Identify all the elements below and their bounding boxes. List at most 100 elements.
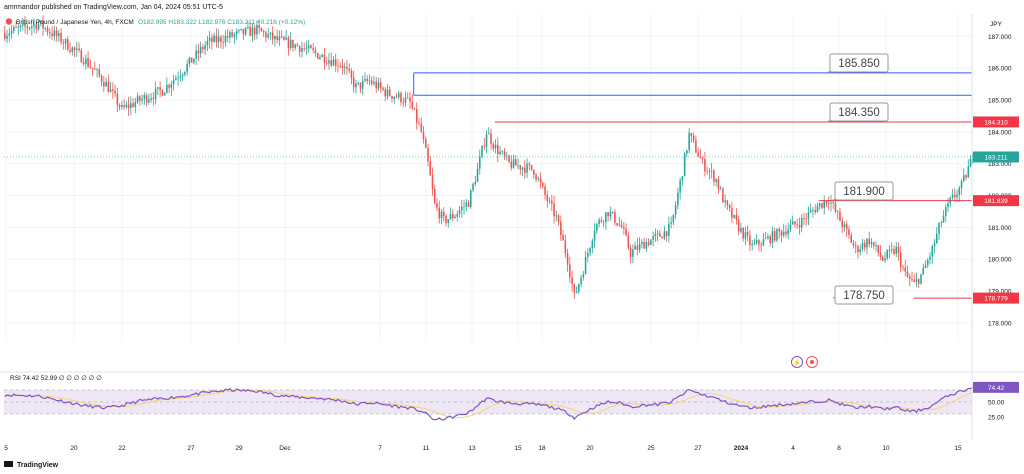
callout-text: 181.900 xyxy=(843,186,885,198)
candle-body xyxy=(672,214,675,223)
candle-body xyxy=(274,36,276,40)
candle-body xyxy=(388,89,391,96)
candle-body xyxy=(843,224,846,228)
candle-body xyxy=(105,81,107,87)
candle-body xyxy=(436,203,438,208)
candle-body xyxy=(409,97,411,102)
candle-body xyxy=(548,200,551,202)
candle-body xyxy=(737,219,740,232)
candle-body xyxy=(751,243,753,246)
x-tick-label: 20 xyxy=(70,445,78,452)
candle-body xyxy=(890,249,893,251)
candle-body xyxy=(920,274,922,284)
candle-body xyxy=(415,109,418,123)
candle-body xyxy=(87,58,89,67)
candle-body xyxy=(121,105,123,108)
candle-body xyxy=(834,203,837,212)
candle-body xyxy=(551,200,553,204)
candle-body xyxy=(580,277,582,285)
candle-body xyxy=(73,47,76,50)
y-tick-label: 185.000 xyxy=(988,97,1012,104)
candle-body xyxy=(186,63,188,72)
candle-body xyxy=(524,167,526,173)
x-tick-label: Dec xyxy=(279,445,291,452)
candle-body xyxy=(582,274,585,278)
price-tag xyxy=(973,116,1019,128)
candle-body xyxy=(280,36,283,38)
candle-body xyxy=(812,209,814,211)
candle-body xyxy=(627,235,630,248)
candle-body xyxy=(668,223,670,237)
candle-body xyxy=(366,78,369,82)
tradingview-logo[interactable]: TradingView xyxy=(4,461,59,469)
x-tick-label: 5 xyxy=(4,445,8,452)
candle-body xyxy=(877,245,880,253)
candle-body xyxy=(713,170,715,182)
candle-body xyxy=(701,158,704,160)
candle-body xyxy=(109,89,112,93)
candle-body xyxy=(906,271,909,277)
candle-body xyxy=(330,60,332,66)
candle-body xyxy=(413,108,416,110)
candle-body xyxy=(8,33,11,36)
candle-body xyxy=(46,28,49,33)
candle-body xyxy=(445,216,447,224)
candle-body xyxy=(915,279,918,282)
candle-body xyxy=(474,181,477,185)
candle-body xyxy=(625,229,627,236)
candle-body xyxy=(710,170,713,172)
x-tick-label: 27 xyxy=(187,445,195,452)
candle-body xyxy=(539,178,542,183)
candle-body xyxy=(499,151,501,155)
candle-body xyxy=(395,96,398,98)
candle-body xyxy=(546,194,549,202)
candle-body xyxy=(677,192,679,206)
candle-body xyxy=(544,186,546,195)
candle-body xyxy=(233,34,236,37)
candle-body xyxy=(332,59,335,66)
price-tag-text: 181.839 xyxy=(984,198,1008,205)
ohlc-readout: O182.995 H183.322 L182.976 C183.211 +0.2… xyxy=(138,19,305,26)
candle-body xyxy=(782,231,785,236)
callout-box xyxy=(829,102,889,122)
candle-body xyxy=(188,57,191,64)
candle-body xyxy=(859,249,862,253)
candle-body xyxy=(132,103,134,107)
candle-body xyxy=(663,231,666,239)
candle-body xyxy=(397,93,400,98)
candle-body xyxy=(429,161,432,176)
candle-body xyxy=(728,205,731,209)
candle-body xyxy=(681,176,684,181)
candle-body xyxy=(382,87,384,90)
candle-body xyxy=(242,28,245,35)
candle-body xyxy=(908,276,911,279)
candle-body xyxy=(638,243,641,250)
candle-body xyxy=(929,256,931,261)
callout-box xyxy=(834,181,894,201)
rsi-value-tag-text: 74.42 xyxy=(988,385,1005,392)
candle-body xyxy=(271,32,274,40)
candle-body xyxy=(64,39,67,44)
price-tag xyxy=(973,292,1019,304)
candle-body xyxy=(460,206,463,211)
candle-body xyxy=(591,240,594,248)
y-tick-label: 184.000 xyxy=(988,129,1012,136)
candle-body xyxy=(359,82,362,89)
candle-body xyxy=(825,201,828,204)
candle-body xyxy=(593,230,596,241)
candle-body xyxy=(848,229,850,236)
candle-body xyxy=(285,37,287,40)
candle-body xyxy=(163,92,166,96)
lightning-icon[interactable] xyxy=(791,356,803,368)
candle-body xyxy=(310,45,312,49)
candle-body xyxy=(193,58,195,63)
candle-body xyxy=(537,178,540,180)
candle-body xyxy=(616,223,618,226)
candle-body xyxy=(94,68,96,70)
candle-body xyxy=(19,25,22,28)
candle-body xyxy=(656,233,659,234)
event-icons[interactable]: ⚡ xyxy=(791,356,818,368)
candle-body xyxy=(708,171,711,173)
candle-body xyxy=(686,150,688,154)
